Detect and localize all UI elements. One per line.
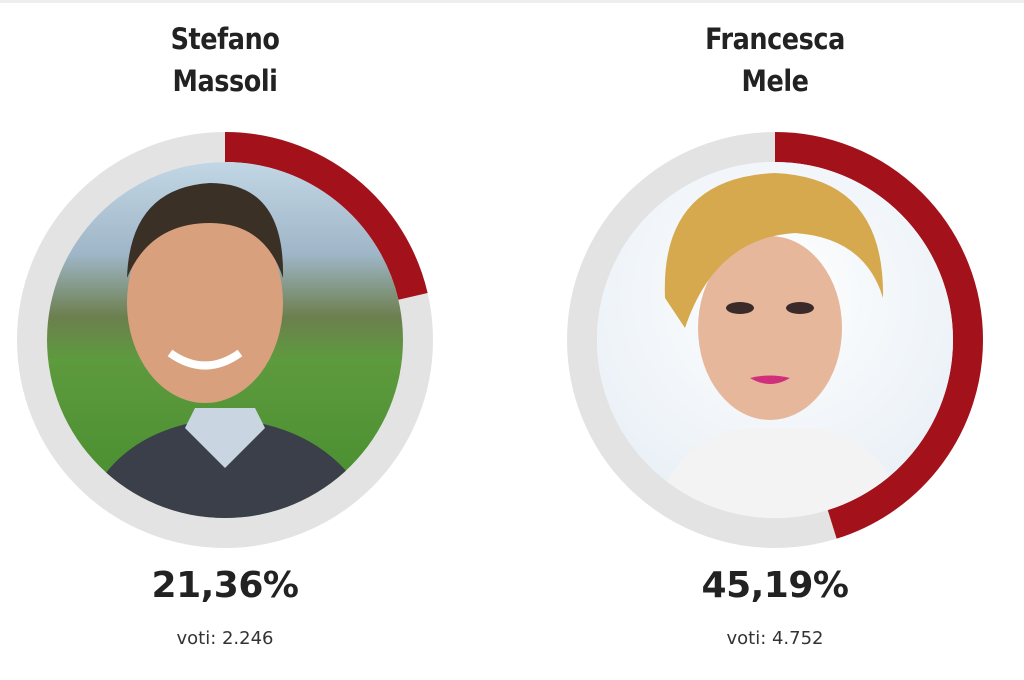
vote-share-ring <box>567 132 983 548</box>
vote-percentage: 45,19% <box>701 565 849 606</box>
top-divider <box>0 0 1024 3</box>
ring-fill <box>567 132 983 548</box>
vote-count: voti: 4.752 <box>726 628 824 649</box>
first-name: Stefano <box>170 22 280 56</box>
vote-count: voti: 2.246 <box>176 628 274 649</box>
candidate-name: Francesca Mele <box>573 18 978 102</box>
last-name: Massoli <box>172 64 278 98</box>
first-name: Francesca <box>705 22 845 56</box>
candidate-photo <box>47 162 403 518</box>
last-name: Mele <box>741 64 809 98</box>
vote-share-ring <box>17 132 433 548</box>
ring-fill <box>17 132 433 548</box>
candidate-name: Stefano Massoli <box>23 18 428 102</box>
candidate-photo <box>597 162 953 518</box>
vote-percentage: 21,36% <box>151 565 299 606</box>
